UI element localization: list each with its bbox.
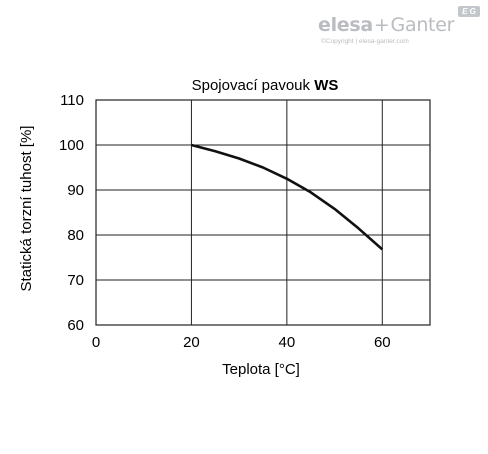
y-tick-labels: 60 70 80 90 100 110 bbox=[59, 92, 84, 334]
grid bbox=[96, 100, 430, 325]
y-tick-label: 100 bbox=[59, 137, 84, 154]
x-tick-label: 40 bbox=[279, 334, 296, 351]
elesa-ganter-logo: elesa+Ganter ©Copyright | elesa-ganter.c… bbox=[318, 6, 484, 46]
x-tick-labels: 0 20 40 60 bbox=[92, 334, 391, 351]
y-tick-label: 80 bbox=[67, 227, 84, 244]
logo-badge: E G bbox=[458, 6, 480, 17]
series bbox=[191, 143, 384, 251]
y-tick-label: 90 bbox=[67, 182, 84, 199]
x-tick-label: 20 bbox=[183, 334, 200, 351]
logo-copyright: ©Copyright | elesa-ganter.com bbox=[321, 38, 409, 45]
series-line bbox=[191, 143, 384, 251]
y-axis-label: Statická torzní tuhost [%] bbox=[18, 126, 35, 292]
x-axis-label: Teplota [°C] bbox=[222, 361, 300, 378]
chart-title: Spojovací pavouk WS bbox=[192, 77, 339, 94]
x-tick-label: 60 bbox=[374, 334, 391, 351]
y-tick-label: 110 bbox=[60, 92, 84, 109]
y-tick-label: 70 bbox=[67, 272, 84, 289]
x-tick-label: 0 bbox=[92, 334, 100, 351]
plot-frame bbox=[95, 99, 431, 326]
logo-wordmark: elesa+Ganter bbox=[318, 14, 455, 36]
y-tick-label: 60 bbox=[67, 317, 84, 334]
